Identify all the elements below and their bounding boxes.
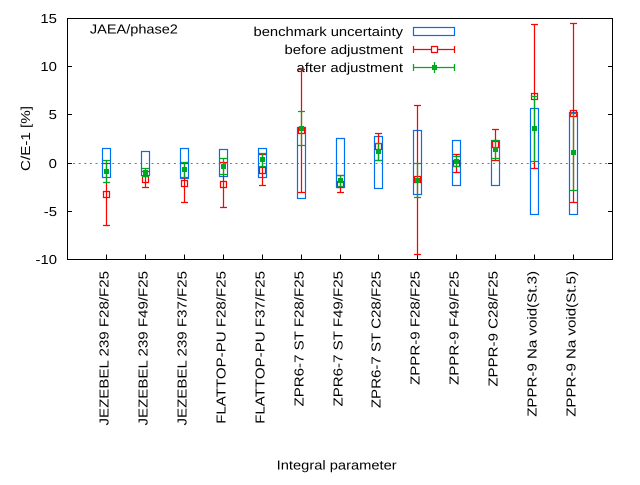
svg-text:ZPR6-7 ST F49/F25: ZPR6-7 ST F49/F25 [330,271,345,407]
svg-text:ZPPR-9 Na void(St.3): ZPPR-9 Na void(St.3) [524,271,539,417]
svg-text:15: 15 [40,11,57,26]
svg-text:JEZEBEL 239 F37/F25: JEZEBEL 239 F37/F25 [174,271,189,426]
svg-text:ZPPR-9 Na void(St.5): ZPPR-9 Na void(St.5) [563,271,578,417]
svg-text:-10: -10 [36,252,58,267]
svg-text:ZPPR-9 C28/F25: ZPPR-9 C28/F25 [485,271,500,387]
svg-text:FLATTOP-PU F28/F25: FLATTOP-PU F28/F25 [213,271,228,424]
svg-text:ZPR6-7 ST F28/F25: ZPR6-7 ST F28/F25 [291,271,306,407]
svg-text:JEZEBEL 239 F49/F25: JEZEBEL 239 F49/F25 [135,271,150,426]
svg-text:after adjustment: after adjustment [297,60,404,75]
svg-text:C/E-1 [%]: C/E-1 [%] [18,106,33,171]
svg-text:ZPPR-9 F49/F25: ZPPR-9 F49/F25 [446,271,461,385]
svg-text:ZPR6-7 ST C28/F25: ZPR6-7 ST C28/F25 [368,271,383,408]
svg-text:10: 10 [40,59,57,74]
svg-text:ZPPR-9 F28/F25: ZPPR-9 F28/F25 [407,271,422,385]
svg-text:Integral parameter: Integral parameter [277,458,398,473]
svg-text:0: 0 [49,156,57,171]
svg-text:before adjustment: before adjustment [285,42,404,57]
svg-text:JEZEBEL 239 F28/F25: JEZEBEL 239 F28/F25 [96,271,111,426]
svg-text:5: 5 [49,107,57,122]
svg-text:JAEA/phase2: JAEA/phase2 [90,22,178,37]
svg-text:-5: -5 [44,204,57,219]
svg-text:benchmark uncertainty: benchmark uncertainty [254,24,404,39]
svg-text:FLATTOP-PU F37/F25: FLATTOP-PU F37/F25 [252,271,267,424]
